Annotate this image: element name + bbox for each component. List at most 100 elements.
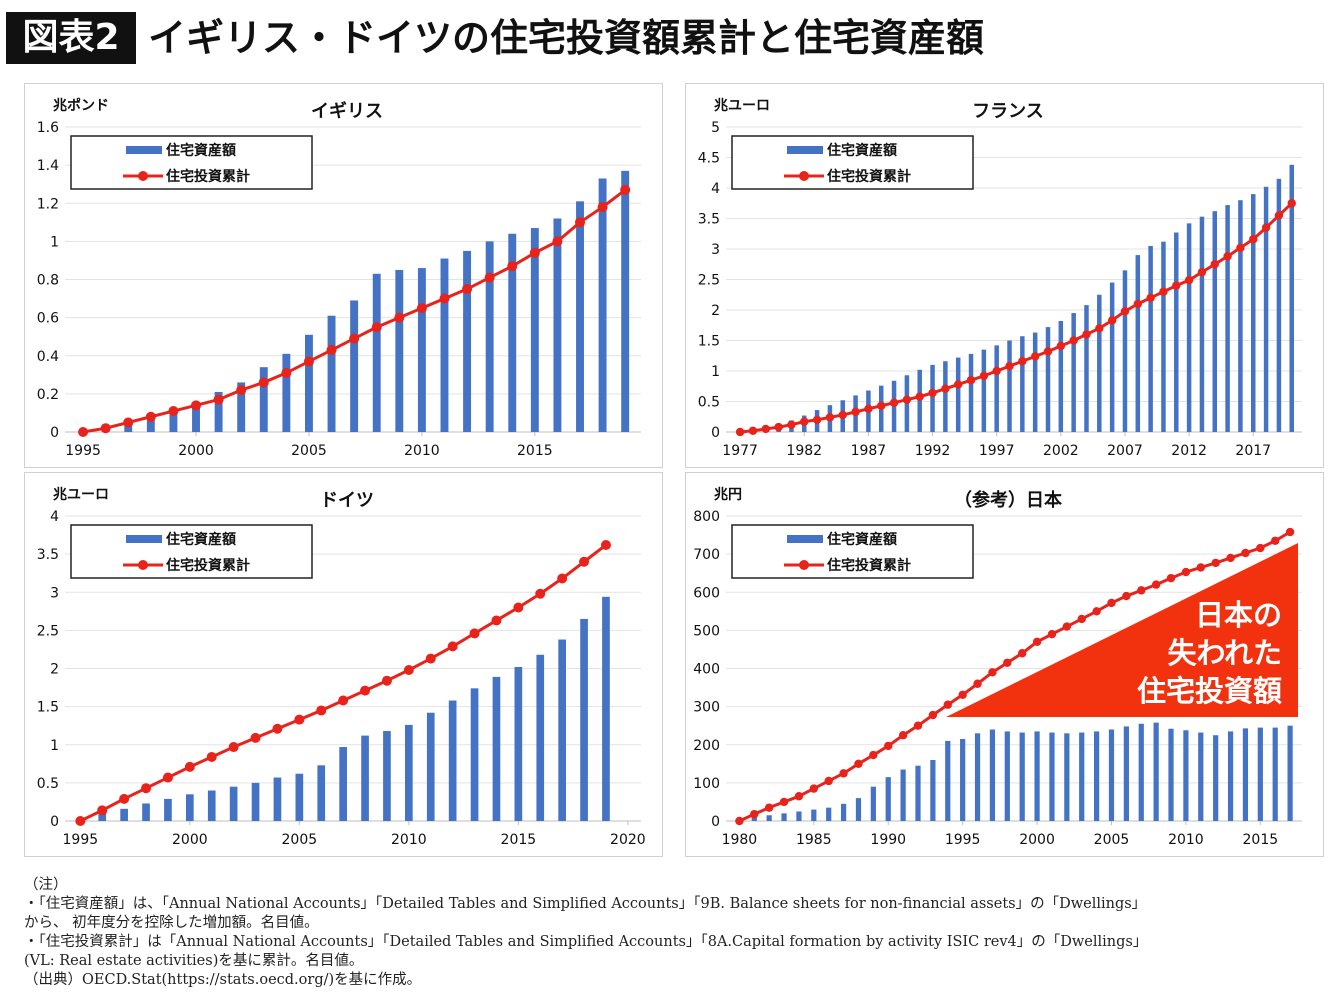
bar [273,777,282,821]
line-marker [1005,361,1014,371]
bar [395,269,404,432]
notes: （注） ・「住宅資産額」は、「Annual National Accounts」「… [24,876,1147,990]
bar [553,218,562,432]
y-tick-label: 100 [693,776,720,792]
bar [417,268,426,432]
bar [1094,731,1100,821]
y-tick-label: 0 [711,814,720,830]
y-tick-label: 3.5 [37,547,59,563]
y-tick-label: 1.6 [37,120,59,136]
y-tick-label: 600 [693,585,720,601]
line-marker [1197,267,1207,277]
bar [164,798,172,821]
line-marker [1172,281,1181,290]
bar [796,811,802,821]
bar [580,618,588,821]
line-marker [1184,275,1194,285]
legend-swatch [799,560,809,570]
legend-swatch [126,146,162,154]
bar [781,813,787,821]
line-marker [966,375,976,385]
bar [994,345,999,432]
bar [955,357,961,432]
bar [917,369,922,432]
line-marker [1271,536,1280,545]
y-tick-label: 500 [693,623,720,639]
line-marker [1062,622,1072,631]
bar [98,813,107,821]
line-marker [1166,573,1176,583]
y-tick-label: 1.5 [37,700,59,716]
bar [1213,735,1219,821]
line-marker [469,628,480,639]
bar [305,334,313,432]
bar [930,760,936,821]
bar [930,364,935,432]
note-line: ・「住宅投資累計」は「Annual National Accounts」「Det… [24,934,1148,950]
chart-title: ドイツ [320,490,374,511]
line-marker [416,303,427,314]
line-marker [1017,649,1027,658]
line-marker [403,665,414,676]
line-marker [1120,307,1130,316]
line-marker [75,816,86,826]
bar [463,250,472,432]
y-tick-label: 1.4 [37,158,59,174]
line-marker [575,217,586,228]
line-marker [1003,658,1012,667]
line-marker [272,723,283,734]
legend-swatch [138,560,148,570]
chart-panel: イギリス 兆ポンド 0 0.2 0.4 0.6 0.8 1 1.2 1.4 1.6 1995 2000 2… [24,83,663,468]
line-marker [1223,252,1232,261]
chart: ドイツ 兆ユーロ 0 0.5 1 1.5 2 2.5 3 3.5 4 1995 2000 2005 2010… [37,487,646,848]
bar [1079,732,1085,821]
bar [1148,245,1153,432]
line-marker [839,769,848,778]
bar [207,790,216,821]
chart: イギリス 兆ポンド 0 0.2 0.4 0.6 0.8 1 1.2 1.4 1.6 1995 2000 2… [37,97,641,459]
legend-label: 住宅資産額 [827,142,897,159]
line-marker [941,384,950,393]
line [739,202,1293,434]
bar [1263,186,1269,432]
bar [514,666,523,821]
chart-panel: （参考）日本 兆円 0 100 200 300 400 500 600 700 800 1980 198… [685,472,1324,857]
bar [826,807,832,821]
bar [142,803,150,821]
bar [900,769,906,821]
line-marker [484,272,495,283]
legend-swatch [787,535,823,543]
bar [339,747,347,821]
line-marker [303,356,314,367]
chart-panel: ドイツ 兆ユーロ 0 0.5 1 1.5 2 2.5 3 3.5 4 1995 2000 2005 2010… [24,472,663,857]
y-axis-label: 兆ポンド [53,97,109,114]
bar [1034,731,1040,821]
line-marker [1196,563,1205,572]
bar [192,403,200,432]
bar [1199,216,1205,432]
line-marker [1226,553,1235,563]
y-tick-label: 1.5 [698,334,720,350]
bar [1123,726,1129,821]
bar [1071,313,1076,432]
legend-swatch [787,146,823,154]
bar [751,817,757,821]
line-marker [213,394,224,405]
line-marker [774,422,783,432]
bar [383,731,391,821]
line-marker [1077,614,1086,624]
bar [915,765,921,821]
bar [1257,727,1263,821]
chart-title: フランス [972,101,1044,122]
line-marker [1211,558,1220,568]
line-marker [184,761,195,772]
line-marker [381,675,392,686]
y-tick-label: 0.8 [37,273,59,289]
bar [120,808,128,821]
x-tick-label: 2005 [282,832,318,848]
bar [1238,200,1243,432]
line-marker [764,803,774,812]
line-marker [988,668,997,677]
line-marker [1287,199,1296,208]
legend-label: 住宅投資累計 [827,557,911,574]
